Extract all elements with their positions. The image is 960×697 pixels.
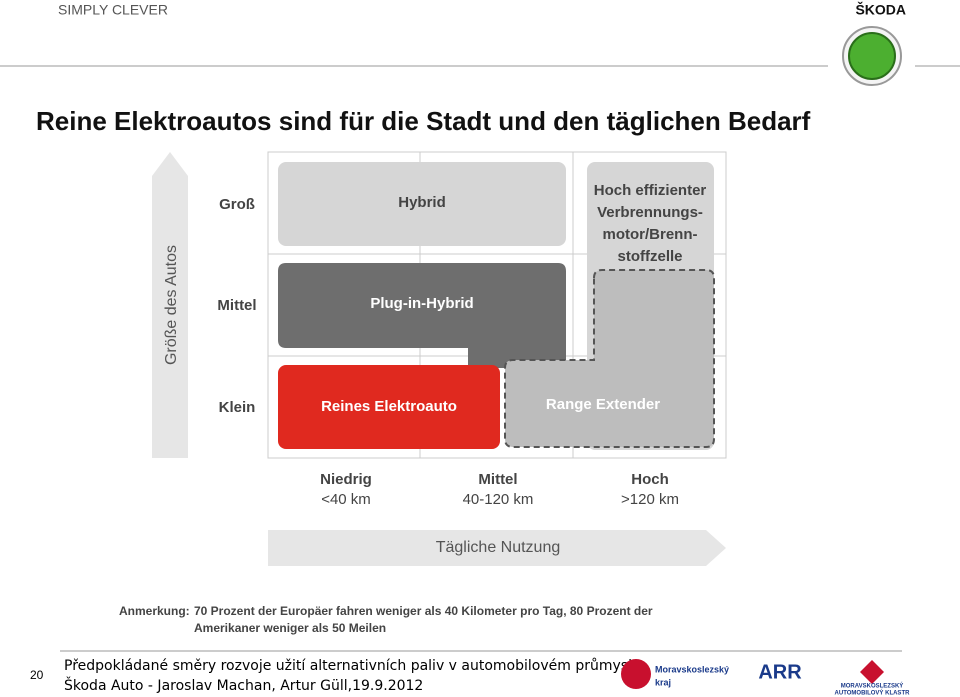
row-label: Mittel — [217, 297, 256, 314]
brand-left: SIMPLY CLEVER — [58, 2, 168, 18]
logo-icon — [621, 659, 651, 689]
column-range: <40 km — [321, 491, 371, 508]
box-label: Range Extender — [546, 396, 660, 413]
column-name: Mittel — [478, 471, 517, 488]
note-line: 70 Prozent der Europäer fahren weniger a… — [194, 604, 653, 618]
note-label: Anmerkung: — [119, 604, 190, 618]
logo-text: ARR — [758, 661, 802, 683]
y-axis-label: Größe des Autos — [163, 245, 180, 365]
column-range: 40-120 km — [463, 491, 534, 508]
row-label: Klein — [219, 399, 256, 416]
page-number: 20 — [30, 668, 44, 682]
x-axis-label: Tägliche Nutzung — [436, 539, 561, 556]
logo-inner — [848, 32, 896, 80]
box-label: Hybrid — [398, 194, 446, 211]
plug-in-box — [278, 263, 566, 368]
title: Reine Elektroautos sind für die Stadt un… — [36, 106, 811, 136]
column-name: Hoch — [631, 471, 669, 488]
logo-text: AUTOMOBILOVÝ KLASTR — [835, 690, 911, 697]
logo-text: kraj — [655, 677, 671, 687]
logo-text: Moravskoslezský — [655, 664, 729, 674]
column-range: >120 km — [621, 491, 679, 508]
logo-icon — [860, 660, 884, 684]
electric-box — [278, 365, 500, 449]
footer-line1: Předpokládané směry rozvoje užití altern… — [64, 658, 641, 674]
row-label: Groß — [219, 196, 255, 213]
logo-text: MORAVSKOSLEZSKÝ — [841, 683, 904, 690]
box-label: stoffzelle — [617, 248, 682, 265]
box-label: motor/Brenn- — [603, 226, 698, 243]
box-label: Hoch effizienter — [594, 182, 707, 199]
hybrid-box — [278, 162, 566, 246]
column-name: Niedrig — [320, 471, 372, 488]
footer-line2: Škoda Auto - Jaroslav Machan, Artur Güll… — [64, 676, 423, 694]
x-arrow — [268, 530, 726, 566]
box-label: Reines Elektroauto — [321, 398, 457, 415]
box-label: Plug-in-Hybrid — [370, 295, 473, 312]
box-label: Verbrennungs- — [597, 204, 703, 221]
range-extender-box — [504, 269, 715, 448]
brand-right: ŠKODA — [855, 1, 906, 18]
y-arrow — [152, 152, 188, 458]
note-line: Amerikaner weniger als 50 Meilen — [194, 621, 386, 635]
